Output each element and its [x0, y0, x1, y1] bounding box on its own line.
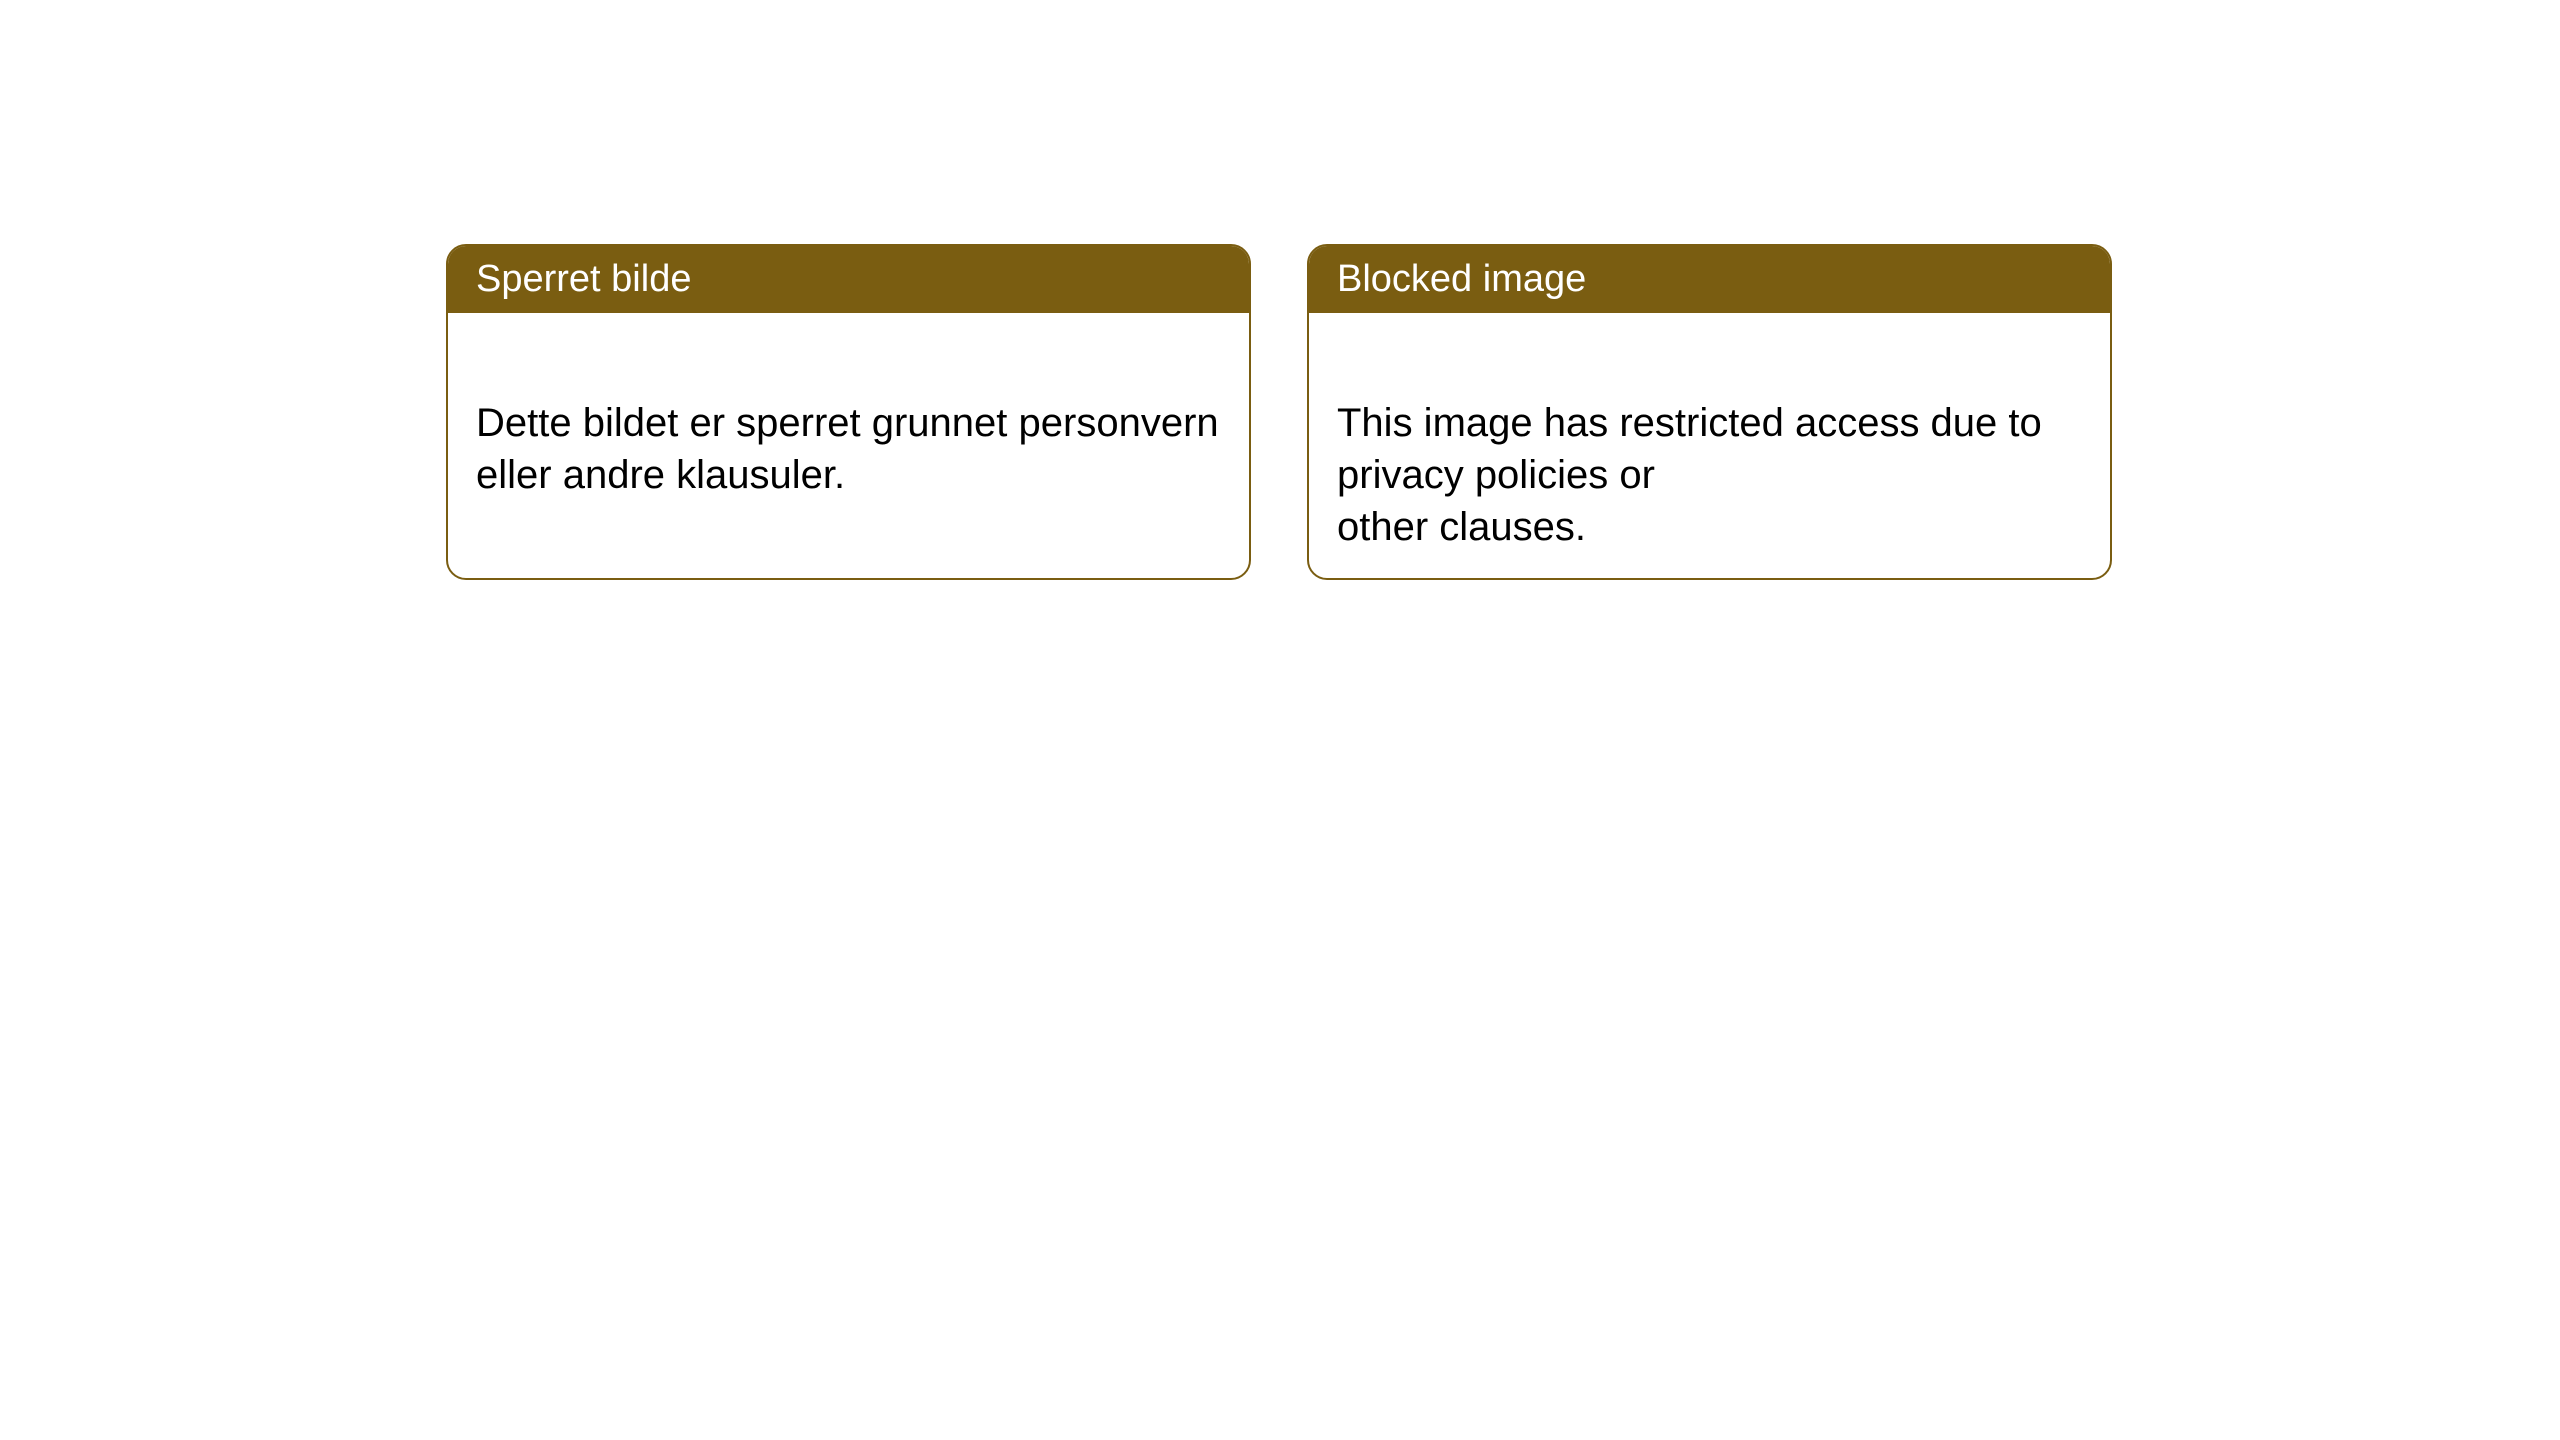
notice-title: Blocked image [1337, 258, 1586, 300]
notice-title: Sperret bilde [476, 258, 691, 300]
notice-card-english: Blocked image This image has restricted … [1307, 244, 2112, 580]
notice-body: This image has restricted access due to … [1309, 313, 2110, 580]
notice-text: Dette bildet er sperret grunnet personve… [476, 401, 1219, 497]
notice-header: Blocked image [1309, 246, 2110, 313]
notice-card-norwegian: Sperret bilde Dette bildet er sperret gr… [446, 244, 1251, 580]
notice-header: Sperret bilde [448, 246, 1249, 313]
notice-container: Sperret bilde Dette bildet er sperret gr… [446, 244, 2112, 580]
notice-text: This image has restricted access due to … [1337, 401, 2042, 549]
notice-body: Dette bildet er sperret grunnet personve… [448, 313, 1249, 533]
